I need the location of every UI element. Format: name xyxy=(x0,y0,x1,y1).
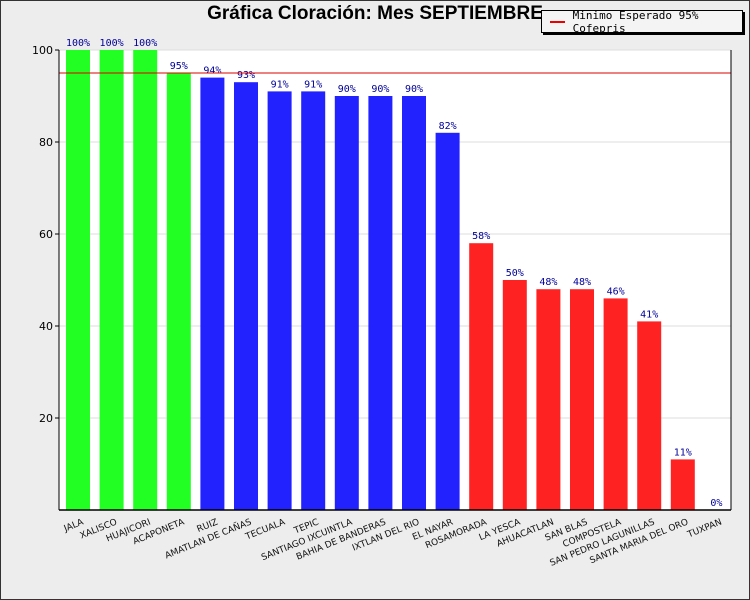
bar xyxy=(435,132,460,511)
data-label: 90% xyxy=(371,84,389,95)
y-tick-label: 100 xyxy=(32,44,53,57)
data-label: 50% xyxy=(506,268,524,279)
bar xyxy=(166,73,191,510)
data-label: 100% xyxy=(66,38,90,49)
data-label: 41% xyxy=(640,309,658,320)
data-label: 93% xyxy=(237,70,255,81)
y-tick-label: 40 xyxy=(39,320,53,333)
data-label: 94% xyxy=(203,66,221,77)
bar xyxy=(603,298,628,510)
data-label: 90% xyxy=(405,84,423,95)
bar xyxy=(402,96,426,510)
bar xyxy=(267,91,292,511)
data-label: 91% xyxy=(271,79,289,90)
bar xyxy=(334,96,359,510)
plot-top-margin xyxy=(59,30,731,50)
data-label: 48% xyxy=(573,277,591,288)
bar xyxy=(234,82,258,510)
data-label: 48% xyxy=(539,277,557,288)
bar xyxy=(502,280,527,510)
data-label: 46% xyxy=(607,286,625,297)
data-label: 100% xyxy=(133,38,157,49)
bar xyxy=(368,96,393,510)
x-tick-label: TUXPAN xyxy=(685,518,723,541)
legend-label: Minimo Esperado 95% Cofepris xyxy=(572,8,699,35)
plot-background xyxy=(59,50,731,510)
y-tick-label: 60 xyxy=(39,228,53,241)
chart-title: Gráfica Cloración: Mes SEPTIEMBRE xyxy=(207,3,543,24)
bar xyxy=(99,50,124,510)
data-label: 100% xyxy=(100,38,124,49)
bar xyxy=(469,243,494,510)
data-label: 58% xyxy=(472,231,490,242)
legend: Minimo Esperado 95% Cofepris xyxy=(541,8,743,35)
bar xyxy=(536,289,561,510)
y-tick-label: 80 xyxy=(39,136,53,149)
legend-swatch xyxy=(550,20,565,23)
y-tick-label: 20 xyxy=(39,412,53,425)
data-label: 90% xyxy=(338,84,356,95)
bar xyxy=(670,459,695,510)
bar xyxy=(200,77,225,510)
bar xyxy=(133,50,158,510)
bar xyxy=(66,50,90,510)
bar xyxy=(301,91,326,511)
data-label: 91% xyxy=(304,79,322,90)
data-label: 95% xyxy=(170,61,188,72)
data-label: 11% xyxy=(674,447,692,458)
data-label: 0% xyxy=(710,498,722,509)
data-label: 82% xyxy=(439,121,457,132)
bar xyxy=(570,289,594,510)
bar xyxy=(637,321,662,510)
